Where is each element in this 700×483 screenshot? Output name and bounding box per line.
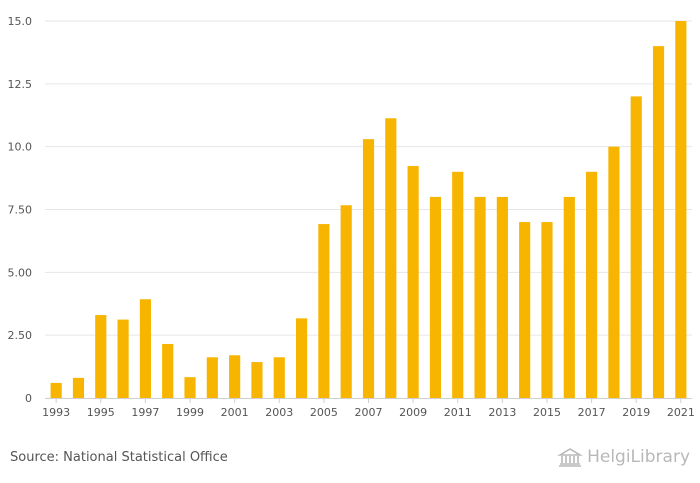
x-tick-label: 2017 <box>578 406 606 419</box>
bar-2001[interactable] <box>229 355 241 398</box>
logo-text: HelgiLibrary <box>587 447 690 467</box>
bar-2018[interactable] <box>608 146 620 398</box>
bar-2017[interactable] <box>586 171 598 398</box>
bar-2020[interactable] <box>652 46 665 399</box>
bar-2007[interactable] <box>362 139 375 399</box>
x-tick-label: 1995 <box>87 406 115 419</box>
bar-2006[interactable] <box>340 205 352 398</box>
x-tick-label: 2011 <box>444 406 472 419</box>
bar-2021[interactable] <box>675 21 687 398</box>
x-tick-label: 2013 <box>488 406 516 419</box>
x-tick-label: 1999 <box>176 406 204 419</box>
y-tick-label: 15.0 <box>8 15 33 28</box>
bar-1996[interactable] <box>117 319 129 398</box>
x-tick-label: 2015 <box>533 406 561 419</box>
source-note: Source: National Statistical Office <box>10 450 228 465</box>
bar-1997[interactable] <box>139 299 151 398</box>
bar-2009[interactable] <box>407 166 419 398</box>
x-tick-label: 2001 <box>221 406 249 419</box>
bar-chart: 0 2.50 5.00 7.50 10.0 12.5 15.0 1993 1995 1997 199… <box>8 15 695 419</box>
bar-1994[interactable] <box>72 377 85 398</box>
bar-2000[interactable] <box>206 357 218 398</box>
bar-1993[interactable] <box>50 382 62 398</box>
x-tick-label: 2021 <box>667 406 695 419</box>
helgilibrary-logo[interactable]: HelgiLibrary <box>557 447 690 467</box>
bar-1998[interactable] <box>162 343 174 398</box>
y-tick-label: 2.50 <box>8 329 33 342</box>
y-tick-label: 10.0 <box>8 141 33 154</box>
bar-2016[interactable] <box>563 196 575 398</box>
bar-2008[interactable] <box>385 118 397 399</box>
bar-2014[interactable] <box>519 222 531 398</box>
bar-2004[interactable] <box>295 318 308 398</box>
chart-area: 0 2.50 5.00 7.50 10.0 12.5 15.0 1993 1995 1997 199… <box>8 15 695 419</box>
x-tick-label: 2003 <box>265 406 293 419</box>
bar-2013[interactable] <box>496 196 508 398</box>
library-building-icon <box>557 448 583 467</box>
bar-2010[interactable] <box>429 196 442 398</box>
y-tick-label: 0 <box>25 392 32 405</box>
bar-1999[interactable] <box>184 377 196 398</box>
bar-2015[interactable] <box>541 222 553 398</box>
y-tick-label: 7.50 <box>8 204 33 217</box>
x-tick-label: 2019 <box>622 406 650 419</box>
x-tick-label: 2009 <box>399 406 427 419</box>
x-tick-label: 1997 <box>131 406 159 419</box>
bar-1995[interactable] <box>95 315 107 398</box>
bar-2011[interactable] <box>452 171 464 398</box>
y-tick-label: 12.5 <box>8 78 33 91</box>
bar-2002[interactable] <box>251 362 263 398</box>
bar-2019[interactable] <box>630 96 642 399</box>
x-tick-label: 1993 <box>42 406 70 419</box>
bar-2003[interactable] <box>273 357 285 398</box>
y-tick-label: 5.00 <box>8 266 33 279</box>
x-tick-label: 2005 <box>310 406 338 419</box>
x-tick-label: 2007 <box>355 406 383 419</box>
bar-2012[interactable] <box>474 196 486 398</box>
bar-2005[interactable] <box>318 224 330 398</box>
